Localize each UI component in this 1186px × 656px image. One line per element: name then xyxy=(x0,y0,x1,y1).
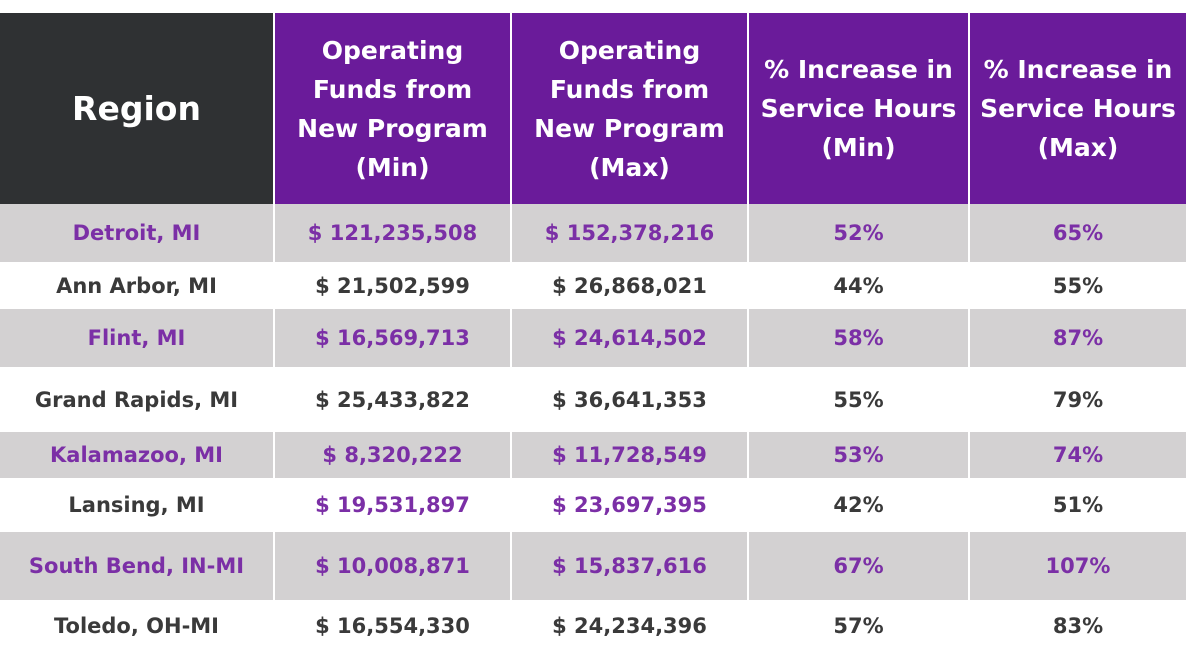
cell-region: Flint, MI xyxy=(0,309,273,367)
cell-region: Lansing, MI xyxy=(68,493,205,517)
cell-region: Toledo, OH-MI xyxy=(53,614,219,638)
header-region: Region xyxy=(0,13,273,204)
cell-increase-max: 51% xyxy=(1052,493,1104,517)
cell-funds-min: $ 121,235,508 xyxy=(275,204,510,262)
cell-increase-min: 52% xyxy=(749,204,968,262)
cell-funds-min: $ 19,531,897 xyxy=(315,493,470,517)
cell-increase-max: 65% xyxy=(970,204,1186,262)
cell-funds-max: $ 26,868,021 xyxy=(552,273,707,298)
funding-table: Region Operating Funds from New Program … xyxy=(0,13,1186,652)
header-increase-max: % Increase in Service Hours (Max) xyxy=(970,13,1186,204)
cell-funds-min: $ 8,320,222 xyxy=(275,432,510,478)
cell-increase-max: 55% xyxy=(1052,273,1104,298)
cell-funds-min: $ 25,433,822 xyxy=(315,387,470,412)
cell-region: Ann Arbor, MI xyxy=(56,273,217,298)
cell-increase-min: 67% xyxy=(749,532,968,600)
cell-funds-max: $ 24,234,396 xyxy=(552,614,707,638)
cell-increase-min: 58% xyxy=(749,309,968,367)
cell-funds-max: $ 23,697,395 xyxy=(552,493,707,517)
cell-funds-max: $ 15,837,616 xyxy=(512,532,747,600)
cell-increase-max: 83% xyxy=(1052,614,1104,638)
cell-funds-max: $ 11,728,549 xyxy=(512,432,747,478)
cell-increase-min: 55% xyxy=(833,387,884,412)
cell-increase-min: 42% xyxy=(833,493,884,517)
cell-increase-max: 79% xyxy=(1052,387,1104,412)
cell-funds-min: $ 10,008,871 xyxy=(275,532,510,600)
cell-increase-max: 87% xyxy=(970,309,1186,367)
cell-funds-max: $ 152,378,216 xyxy=(512,204,747,262)
header-funds-max: Operating Funds from New Program (Max) xyxy=(512,13,747,204)
cell-region: South Bend, IN-MI xyxy=(0,532,273,600)
cell-increase-max: 74% xyxy=(970,432,1186,478)
cell-increase-max: 107% xyxy=(970,532,1186,600)
cell-region: Kalamazoo, MI xyxy=(0,432,273,478)
cell-funds-max: $ 36,641,353 xyxy=(552,387,707,412)
cell-funds-min: $ 16,569,713 xyxy=(275,309,510,367)
cell-increase-min: 53% xyxy=(749,432,968,478)
cell-funds-max: $ 24,614,502 xyxy=(512,309,747,367)
cell-funds-min: $ 16,554,330 xyxy=(315,614,470,638)
cell-increase-min: 57% xyxy=(833,614,884,638)
header-increase-min: % Increase in Service Hours (Min) xyxy=(749,13,968,204)
cell-increase-min: 44% xyxy=(833,273,884,298)
header-funds-min: Operating Funds from New Program (Min) xyxy=(275,13,510,204)
cell-region: Grand Rapids, MI xyxy=(34,387,239,412)
cell-funds-min: $ 21,502,599 xyxy=(315,273,470,298)
cell-region: Detroit, MI xyxy=(0,204,273,262)
